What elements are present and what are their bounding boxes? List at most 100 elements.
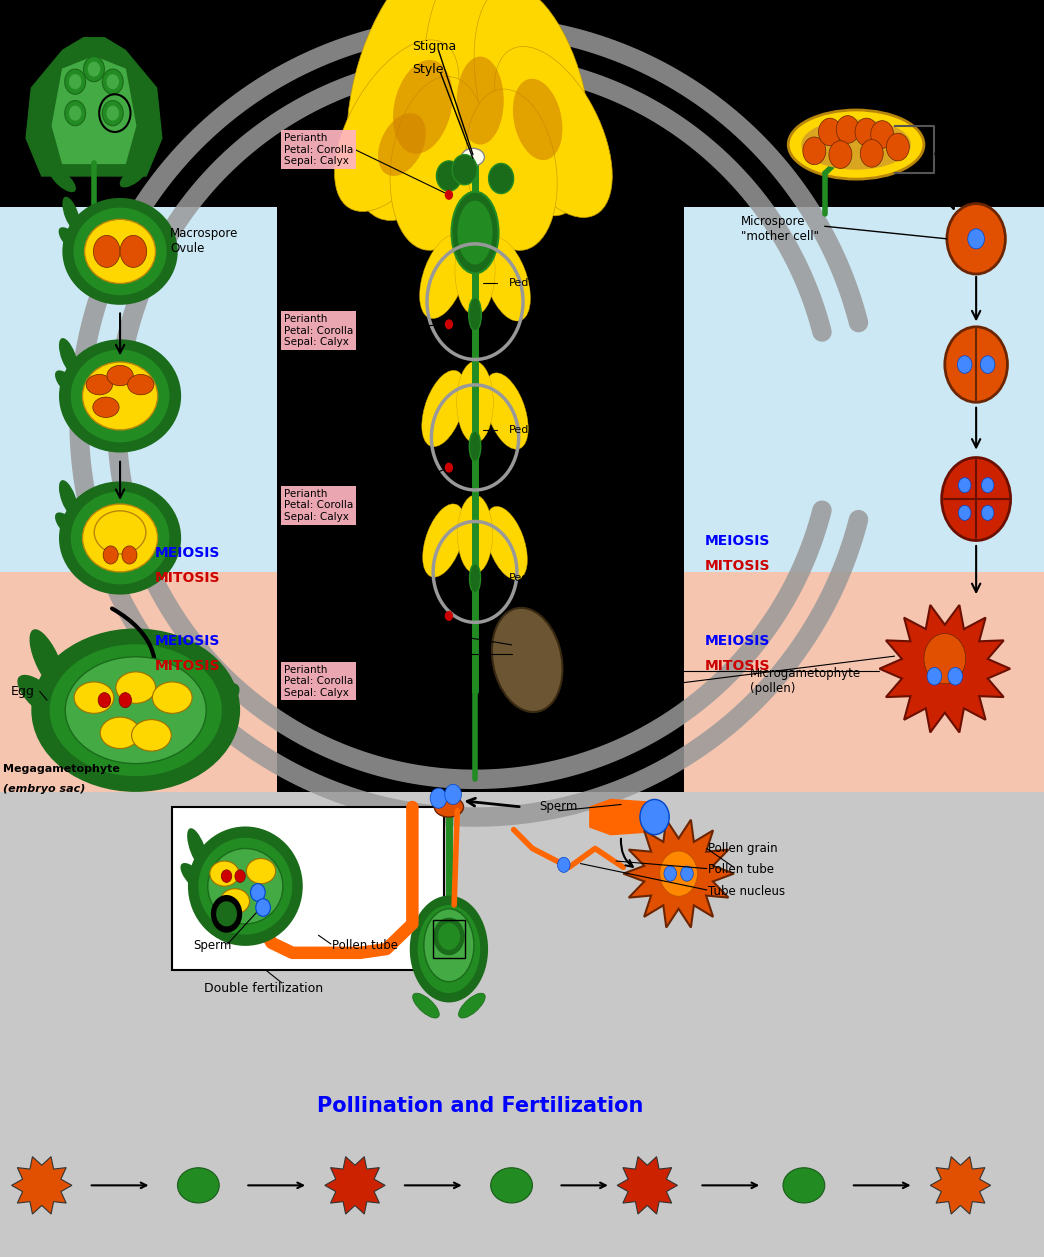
Ellipse shape [94, 510, 146, 554]
Text: Pollen grain: Pollen grain [708, 842, 778, 855]
Ellipse shape [788, 111, 924, 180]
Text: Perianth
Petal: Corolla
Sepal: Calyx: Perianth Petal: Corolla Sepal: Calyx [284, 489, 353, 522]
Ellipse shape [409, 895, 488, 1003]
Text: Double fertilization: Double fertilization [204, 982, 323, 994]
Circle shape [452, 155, 477, 185]
Text: (embryo sac): (embryo sac) [3, 784, 86, 794]
Ellipse shape [143, 228, 168, 254]
Text: MEIOSIS: MEIOSIS [155, 634, 220, 649]
Ellipse shape [106, 366, 134, 386]
Circle shape [927, 667, 942, 685]
Ellipse shape [116, 671, 156, 704]
Text: Perianth
Petal: Corolla
Sepal: Calyx: Perianth Petal: Corolla Sepal: Calyx [284, 314, 353, 347]
Ellipse shape [470, 431, 481, 461]
Circle shape [981, 478, 994, 493]
Ellipse shape [85, 220, 156, 284]
Ellipse shape [31, 628, 240, 792]
Ellipse shape [100, 718, 140, 749]
Circle shape [106, 106, 119, 121]
Text: Seed coat: Seed coat [355, 626, 413, 636]
Circle shape [235, 870, 245, 882]
Bar [684, 572, 1044, 792]
Text: Tube cell: Tube cell [595, 690, 641, 700]
Ellipse shape [434, 797, 464, 817]
Ellipse shape [469, 298, 481, 331]
Ellipse shape [73, 207, 167, 295]
Circle shape [640, 799, 669, 835]
Ellipse shape [43, 138, 62, 168]
Circle shape [981, 505, 994, 520]
Ellipse shape [87, 375, 113, 395]
Text: Macrospore
Ovule: Macrospore Ovule [170, 228, 238, 255]
Text: Style: Style [412, 63, 444, 75]
Circle shape [945, 327, 1007, 402]
Ellipse shape [55, 371, 81, 398]
Circle shape [942, 458, 1011, 541]
Circle shape [958, 505, 971, 520]
Circle shape [251, 884, 265, 901]
Circle shape [860, 140, 883, 167]
Ellipse shape [437, 923, 460, 950]
Ellipse shape [484, 373, 528, 449]
Circle shape [957, 356, 972, 373]
Circle shape [84, 57, 104, 82]
Ellipse shape [49, 645, 222, 777]
Circle shape [102, 69, 123, 94]
Circle shape [98, 693, 111, 708]
Circle shape [836, 116, 859, 143]
Circle shape [69, 74, 81, 89]
Ellipse shape [334, 40, 459, 211]
Ellipse shape [63, 199, 177, 305]
Ellipse shape [466, 89, 557, 250]
Ellipse shape [220, 889, 250, 914]
Text: Pollen tube: Pollen tube [708, 864, 774, 876]
Ellipse shape [423, 0, 527, 207]
Ellipse shape [144, 513, 171, 541]
Circle shape [803, 137, 826, 165]
Ellipse shape [208, 848, 283, 924]
Ellipse shape [393, 60, 453, 153]
Circle shape [445, 784, 461, 804]
Ellipse shape [451, 192, 499, 274]
Ellipse shape [74, 683, 114, 714]
Ellipse shape [492, 608, 563, 711]
Ellipse shape [513, 79, 563, 160]
Text: Tube cell: Tube cell [593, 706, 639, 716]
Text: MITOSIS: MITOSIS [155, 659, 220, 674]
Ellipse shape [418, 905, 480, 993]
Polygon shape [325, 1156, 385, 1214]
Ellipse shape [71, 491, 169, 585]
Ellipse shape [457, 200, 493, 265]
Ellipse shape [58, 339, 182, 453]
Ellipse shape [58, 481, 182, 595]
Ellipse shape [491, 1168, 532, 1203]
Ellipse shape [82, 362, 158, 430]
Ellipse shape [433, 918, 465, 955]
Ellipse shape [188, 827, 303, 947]
Text: MITOSIS: MITOSIS [705, 558, 770, 573]
Circle shape [69, 106, 81, 121]
Circle shape [120, 235, 146, 268]
Circle shape [947, 204, 1005, 274]
Circle shape [122, 546, 137, 564]
Circle shape [681, 866, 693, 881]
Polygon shape [52, 57, 136, 163]
Circle shape [855, 118, 878, 146]
Text: MITOSIS: MITOSIS [155, 571, 220, 586]
Circle shape [106, 74, 119, 89]
Ellipse shape [458, 993, 485, 1018]
Circle shape [256, 899, 270, 916]
Text: Perianth
Petal: Corolla
Sepal: Calyx: Perianth Petal: Corolla Sepal: Calyx [284, 133, 353, 166]
Ellipse shape [802, 119, 910, 170]
Circle shape [445, 611, 453, 621]
Circle shape [119, 693, 132, 708]
Ellipse shape [412, 993, 440, 1018]
Text: Sperm: Sperm [193, 939, 232, 952]
Text: Tube nucleus: Tube nucleus [708, 885, 785, 897]
Circle shape [886, 133, 909, 161]
Circle shape [660, 851, 697, 896]
Bar [0, 792, 1044, 1257]
Ellipse shape [181, 864, 210, 894]
Circle shape [948, 667, 963, 685]
Text: Egg: Egg [10, 685, 34, 698]
